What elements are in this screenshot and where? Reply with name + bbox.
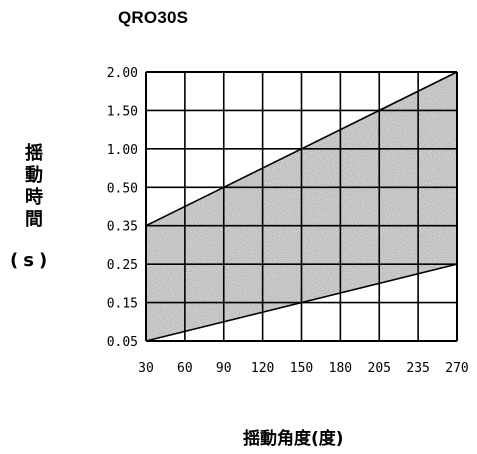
x-tick-label: 60 — [177, 361, 193, 376]
y-axis-label-char: 揺 — [25, 143, 43, 164]
chart-title: QRO30S — [118, 8, 189, 27]
y-tick-label: 0.15 — [107, 297, 138, 312]
x-tick-label: 235 — [406, 361, 429, 376]
y-axis-unit: (s) — [10, 250, 53, 271]
y-axis-label: 揺 動 時 間 — [20, 143, 48, 231]
x-tick-label: 205 — [368, 361, 391, 376]
x-tick-label: 120 — [251, 361, 274, 376]
x-tick-label: 30 — [138, 361, 154, 376]
x-tick-label: 270 — [445, 361, 468, 376]
x-tick-label: 150 — [290, 361, 313, 376]
y-tick-label: 1.50 — [107, 104, 138, 119]
y-axis-label-char: 間 — [25, 209, 43, 230]
y-tick-label: 2.00 — [107, 66, 138, 81]
lower-boundary-line — [145, 263, 458, 342]
y-tick-label: 1.00 — [107, 143, 138, 158]
x-tick-label: 90 — [216, 361, 232, 376]
x-axis-label: 揺動角度(度) — [243, 429, 344, 449]
upper-boundary-line — [145, 71, 458, 227]
y-axis-label-char: 動 — [25, 165, 43, 186]
y-tick-label: 0.25 — [107, 258, 138, 273]
y-tick-label: 0.35 — [107, 220, 138, 235]
y-tick-label: 0.50 — [107, 181, 138, 196]
y-axis-label-char: 時 — [25, 187, 43, 208]
y-tick-label: 0.05 — [107, 335, 138, 350]
x-tick-label: 180 — [329, 361, 352, 376]
